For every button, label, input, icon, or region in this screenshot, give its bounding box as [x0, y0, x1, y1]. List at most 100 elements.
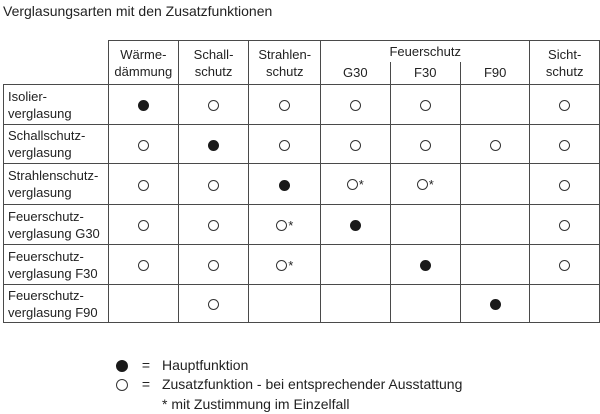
cell-schallschutz [177, 204, 250, 245]
row-label: Isolier-verglasung [3, 84, 109, 125]
cell-schallschutz [177, 284, 250, 323]
asterisk-mark: * [288, 217, 294, 233]
cell-schallschutz [177, 163, 250, 205]
cell-schallschutz [177, 244, 250, 285]
empty-circle-icon [349, 100, 361, 112]
empty-circle-icon [559, 260, 571, 272]
cell-sichtschutz [529, 84, 600, 125]
empty-circle-icon [279, 139, 291, 151]
col-header-f90: F90 [459, 61, 531, 85]
cell-strahlenschutz [248, 124, 322, 164]
empty-circle-icon [416, 179, 428, 191]
cell-sichtschutz [529, 244, 600, 285]
empty-circle-icon [489, 139, 501, 151]
filled-circle-icon [349, 220, 361, 232]
table-row: Strahlenschutz-verglasung * * [3, 163, 600, 205]
cell-f30 [389, 244, 461, 285]
page-title: Verglasungsarten mit den Zusatzfunktione… [3, 3, 273, 19]
cell-waermedaemmung [107, 84, 179, 125]
asterisk-mark: * [358, 177, 364, 193]
cell-g30: * [320, 163, 391, 205]
row-label: Strahlenschutz-verglasung [3, 163, 109, 205]
empty-circle-icon [137, 260, 149, 272]
cell-f30 [389, 84, 461, 125]
empty-circle-icon [137, 139, 149, 151]
cell-f30: * [389, 163, 461, 205]
cell-strahlenschutz [248, 163, 322, 205]
cell-f90 [459, 84, 531, 125]
filled-circle-icon [279, 179, 291, 191]
empty-circle-icon [208, 260, 220, 272]
cell-g30 [320, 284, 391, 323]
empty-circle-icon [208, 179, 220, 191]
empty-circle-icon [559, 179, 571, 191]
cell-strahlenschutz [248, 284, 322, 323]
empty-circle-icon [116, 379, 128, 392]
cell-schallschutz [177, 84, 250, 125]
cell-waermedaemmung [107, 284, 179, 323]
col-header-schallschutz: Schall- schutz [177, 40, 250, 85]
cell-g30 [320, 124, 391, 164]
cell-waermedaemmung [107, 124, 179, 164]
col-header-feuerschutz: Feuerschutz [320, 40, 531, 62]
legend-footnote: * mit Zustimmung im Einzelfall [162, 396, 350, 412]
row-label: Feuerschutz-verglasung F90 [3, 284, 109, 323]
empty-circle-icon [559, 100, 571, 112]
empty-circle-icon [279, 100, 291, 112]
cell-waermedaemmung [107, 204, 179, 245]
table-row: Feuerschutz-verglasung G30 * [3, 204, 600, 245]
table-row: Feuerschutz-verglasung F30 * [3, 244, 600, 285]
legend-additional-label: Zusatzfunktion - bei entsprechender Auss… [161, 376, 463, 392]
filled-circle-icon [419, 260, 431, 272]
col-header-f30: F30 [389, 61, 461, 85]
empty-circle-icon [208, 299, 220, 311]
cell-f90 [459, 284, 531, 323]
empty-circle-icon [208, 220, 220, 232]
empty-circle-icon [276, 259, 288, 271]
table-row: Isolier-verglasung [3, 84, 600, 125]
empty-circle-icon [137, 220, 149, 232]
cell-sichtschutz [529, 284, 600, 323]
col-header-waermedaemmung: Wärme- dämmung [107, 40, 179, 85]
empty-circle-icon [419, 100, 431, 112]
cell-sichtschutz [529, 204, 600, 245]
row-label: Schallschutz-verglasung [3, 124, 109, 164]
cell-f30 [389, 124, 461, 164]
glazing-function-table: Wärme- dämmung Schall- schutz Strahlen- … [3, 40, 600, 323]
cell-f30 [389, 284, 461, 323]
asterisk-mark: * [428, 177, 434, 193]
empty-circle-icon [419, 139, 431, 151]
empty-circle-icon [559, 139, 571, 151]
table-row: Schallschutz-verglasung [3, 124, 600, 164]
empty-circle-icon [346, 179, 358, 191]
cell-sichtschutz [529, 163, 600, 205]
row-label: Feuerschutz-verglasung F30 [3, 244, 109, 285]
filled-circle-icon [208, 139, 220, 151]
row-label: Feuerschutz-verglasung G30 [3, 204, 109, 245]
legend-main-label: Hauptfunktion [161, 357, 249, 373]
cell-strahlenschutz: * [248, 204, 322, 245]
cell-g30 [320, 244, 391, 285]
empty-circle-icon [349, 139, 361, 151]
legend-main-function: = Hauptfunktion [116, 357, 248, 373]
col-header-strahlenschutz: Strahlen- schutz [248, 40, 322, 85]
cell-f90 [459, 244, 531, 285]
cell-waermedaemmung [107, 244, 179, 285]
empty-circle-icon [559, 220, 571, 232]
table-row: Feuerschutz-verglasung F90 [3, 284, 600, 323]
empty-circle-icon [208, 100, 220, 112]
cell-f30 [389, 204, 461, 245]
cell-sichtschutz [529, 124, 600, 164]
legend-additional-function: = Zusatzfunktion - bei entsprechender Au… [116, 376, 462, 392]
cell-g30 [320, 84, 391, 125]
col-header-g30: G30 [320, 61, 391, 85]
cell-schallschutz [177, 124, 250, 164]
cell-strahlenschutz [248, 84, 322, 125]
cell-waermedaemmung [107, 163, 179, 205]
cell-g30 [320, 204, 391, 245]
col-header-sichtschutz: Sicht- schutz [529, 40, 600, 85]
cell-f90 [459, 204, 531, 245]
asterisk-mark: * [288, 257, 294, 273]
empty-circle-icon [137, 179, 149, 191]
filled-circle-icon [137, 100, 149, 112]
